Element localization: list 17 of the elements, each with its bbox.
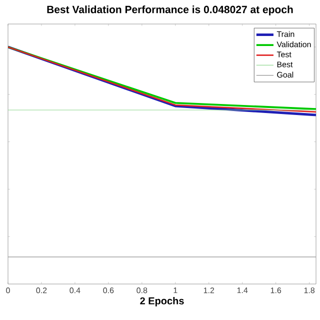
x-tick-label: 1.2 (204, 288, 214, 294)
chart-title: Best Validation Performance is 0.048027 at epoch (47, 6, 293, 16)
x-tick-label: 0.8 (136, 288, 148, 294)
legend-label: Test (276, 52, 292, 58)
x-tick-label: 1.6 (270, 288, 282, 294)
x-tick-label: 0.4 (70, 288, 80, 294)
x-axis-title: 2 Epochs (140, 297, 184, 306)
legend-label: Best (277, 62, 293, 68)
legend-label: Goal (277, 72, 294, 78)
x-tick-label: 0.2 (36, 288, 47, 294)
x-tick-label: 1.4 (237, 288, 248, 294)
x-tick-label: 1.8 (304, 288, 315, 294)
legend-label: Train (276, 31, 294, 37)
legend-label: Validation (276, 41, 311, 48)
x-tick-label: 1 (174, 288, 178, 294)
x-tick-label: 0.6 (103, 288, 114, 294)
x-tick-label: 0 (6, 288, 10, 294)
